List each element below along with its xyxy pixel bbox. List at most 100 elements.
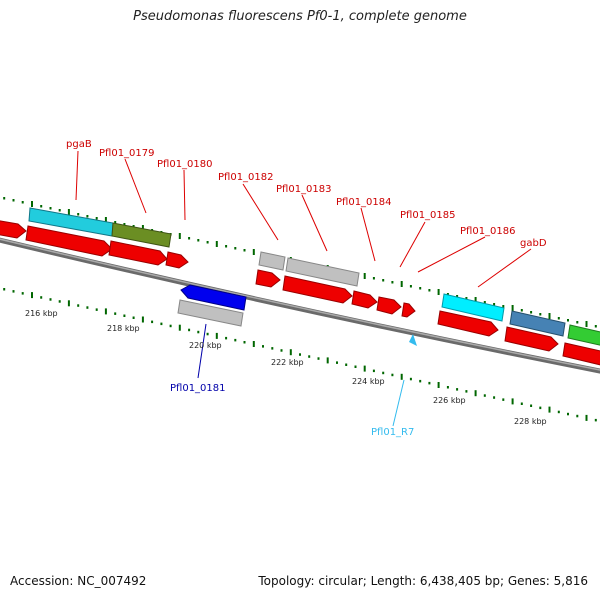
- major-tick: [31, 292, 33, 299]
- leader-line: [75, 150, 79, 201]
- gene-label-pfl01-0182[interactable]: Pfl01_0182: [218, 172, 274, 183]
- major-tick: [252, 341, 255, 347]
- cds-arrow[interactable]: [255, 269, 281, 288]
- cds-arrow[interactable]: [351, 290, 378, 309]
- minor-tick: [49, 298, 52, 301]
- minor-tick: [77, 304, 80, 307]
- minor-tick: [95, 217, 98, 220]
- cds-arrow[interactable]: [0, 220, 27, 239]
- gene-label-pfl01-0185[interactable]: Pfl01_0185: [400, 210, 456, 221]
- minor-tick: [243, 341, 246, 344]
- minor-tick: [345, 363, 348, 366]
- cds-arrow[interactable]: [25, 225, 113, 257]
- gene-label-pfl01-0184[interactable]: Pfl01_0184: [336, 197, 392, 208]
- minor-tick: [151, 320, 154, 324]
- minor-tick: [299, 353, 301, 356]
- minor-tick: [123, 223, 126, 226]
- minor-tick: [280, 349, 283, 352]
- minor-tick: [446, 386, 449, 389]
- minor-tick: [594, 325, 597, 328]
- cds-arrow[interactable]: [401, 302, 416, 318]
- major-tick: [104, 308, 107, 315]
- cds-arrow[interactable]: [504, 326, 559, 352]
- gene-block-green[interactable]: [567, 324, 600, 346]
- gene-label-gabd[interactable]: gabD: [520, 238, 547, 249]
- minor-tick: [197, 330, 200, 334]
- minor-tick: [123, 314, 126, 317]
- minor-tick: [456, 295, 459, 298]
- outer-genes: [28, 207, 600, 346]
- major-tick: [289, 349, 292, 356]
- minor-tick: [243, 249, 246, 252]
- minor-tick: [354, 365, 357, 368]
- genome-backbone-highlight: [0, 238, 600, 371]
- inner-genes: [177, 284, 417, 346]
- major-tick: [67, 300, 70, 307]
- scale-label: 218 kbp: [107, 324, 140, 333]
- leader-line: [183, 169, 186, 221]
- gene-block-gray-b[interactable]: [285, 257, 360, 287]
- rna-marker-cyan[interactable]: [409, 334, 417, 346]
- gene-label-pfl01-r7[interactable]: Pfl01_R7: [371, 427, 414, 438]
- leader-line: [477, 248, 532, 288]
- major-tick: [141, 316, 144, 323]
- minor-tick: [49, 207, 52, 210]
- label-leader-lines: [75, 150, 532, 427]
- minor-tick: [188, 237, 191, 240]
- major-tick: [178, 324, 181, 331]
- cds-arrow[interactable]: [562, 342, 600, 366]
- minor-tick: [465, 390, 468, 393]
- major-tick: [215, 332, 218, 339]
- major-tick: [178, 233, 181, 239]
- major-tick: [400, 373, 403, 380]
- gene-label-pfl01-0180[interactable]: Pfl01_0180: [157, 159, 213, 170]
- minor-tick: [557, 317, 560, 320]
- gene-label-pfl01-0179[interactable]: Pfl01_0179: [99, 148, 155, 159]
- minor-tick: [539, 313, 542, 316]
- gene-label-pfl01-0181[interactable]: Pfl01_0181: [170, 383, 226, 394]
- scale-label: 226 kbp: [433, 396, 466, 405]
- cds-arrow[interactable]: [376, 296, 402, 315]
- major-tick: [437, 382, 440, 388]
- minor-tick: [530, 404, 533, 407]
- minor-tick: [3, 288, 6, 291]
- cds-arrow[interactable]: [165, 251, 189, 269]
- leader-line: [417, 236, 486, 273]
- gene-arrow-blue[interactable]: [180, 284, 247, 311]
- cds-arrow[interactable]: [282, 275, 353, 304]
- gene-block-gray-a[interactable]: [258, 251, 286, 271]
- scale-label: 228 kbp: [514, 417, 547, 426]
- major-tick: [585, 414, 588, 421]
- minor-tick: [520, 402, 523, 405]
- gene-label-pfl01-0183[interactable]: Pfl01_0183: [276, 184, 332, 195]
- gene-block-aqua[interactable]: [441, 293, 505, 322]
- scale-label: 220 kbp: [189, 341, 222, 350]
- cds-arrow[interactable]: [108, 240, 168, 266]
- minor-tick: [86, 306, 89, 309]
- cds-arrow[interactable]: [437, 310, 499, 337]
- minor-tick: [372, 369, 375, 373]
- major-tick: [548, 406, 551, 413]
- minor-tick: [493, 396, 496, 399]
- scale-label: 222 kbp: [271, 358, 304, 367]
- minor-tick: [428, 381, 431, 385]
- gene-block-steel[interactable]: [509, 310, 566, 337]
- minor-tick: [419, 379, 422, 383]
- minor-tick: [391, 281, 394, 284]
- minor-tick: [465, 297, 468, 300]
- minor-tick: [262, 345, 264, 348]
- gene-block-olive[interactable]: [111, 222, 172, 248]
- scale-label: 224 kbp: [352, 377, 385, 386]
- minor-tick: [114, 221, 117, 224]
- gene-label-pgab[interactable]: pgaB: [66, 139, 92, 150]
- minor-tick: [428, 289, 431, 292]
- minor-tick: [225, 245, 228, 248]
- minor-tick: [576, 321, 579, 324]
- accession-text: Accession: NC_007492: [10, 574, 147, 588]
- minor-tick: [520, 309, 523, 312]
- gene-block-gray-c[interactable]: [177, 299, 244, 327]
- minor-tick: [372, 277, 375, 280]
- genome-stats-text: Topology: circular; Length: 6,438,405 bp…: [258, 574, 588, 588]
- minor-tick: [567, 412, 569, 416]
- gene-label-pfl01-0186[interactable]: Pfl01_0186: [460, 226, 516, 237]
